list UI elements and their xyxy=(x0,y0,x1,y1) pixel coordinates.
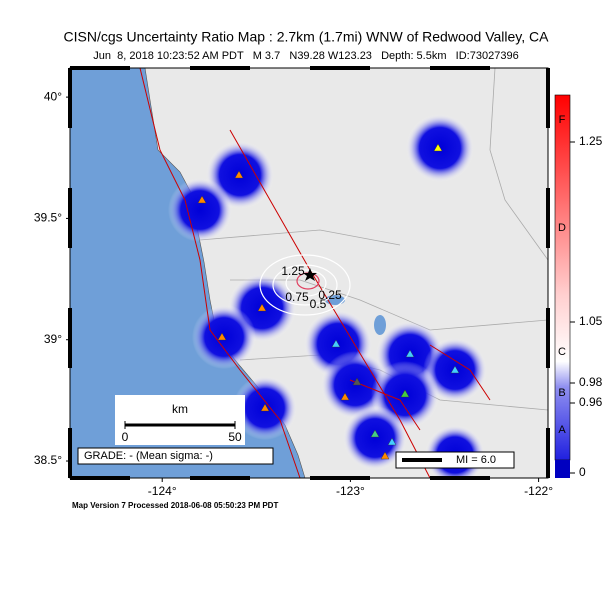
grade-letter: A xyxy=(558,424,566,436)
mi-box xyxy=(395,451,515,469)
grade-letter: C xyxy=(558,346,566,358)
grade-letter: F xyxy=(559,114,566,126)
colorbar-tick-label: 0.96 xyxy=(579,395,603,409)
colorbar-tick-label: 1.25 xyxy=(579,134,603,148)
colorbar-tick-label: 0.98 xyxy=(579,375,603,389)
lon-tick-label: -122° xyxy=(524,484,553,498)
lat-tick-label: 39° xyxy=(44,332,62,346)
title: CISN/cgs Uncertainty Ratio Map : 2.7km (… xyxy=(64,29,550,45)
scale-tick-label: 50 xyxy=(228,430,242,444)
lon-tick-label: -123° xyxy=(336,484,365,498)
contour-label: 0.25 xyxy=(318,288,342,302)
colorbar xyxy=(554,94,571,461)
grade-letter: D xyxy=(558,222,566,234)
colorbar-zero xyxy=(555,460,570,478)
scale-box xyxy=(115,395,245,445)
mi-line xyxy=(402,458,442,462)
stations xyxy=(197,143,460,460)
contour-label: 1.25 xyxy=(281,264,305,278)
epicenter xyxy=(303,268,317,281)
footer: Map Version 7 Processed 2018-06-08 05:50… xyxy=(72,501,278,510)
colorbar-tick-label: 1.05 xyxy=(579,314,603,328)
grade-box xyxy=(77,447,274,465)
mi-legend: MI = 6.0 xyxy=(456,454,496,466)
colorbar-tick-label: 0 xyxy=(579,465,586,479)
subtitle: Jun 8, 2018 10:23:52 AM PDT M 3.7 N39.28… xyxy=(93,50,518,62)
lon-tick-label: -124° xyxy=(148,484,177,498)
grade: GRADE: - (Mean sigma: -) xyxy=(84,450,213,462)
contour-label: 0.75 xyxy=(285,290,309,304)
grade-letter: B xyxy=(558,387,565,399)
map-area xyxy=(70,68,548,478)
lat-tick-label: 40° xyxy=(44,89,62,103)
scale-tick-label: 0 xyxy=(122,430,129,444)
lat-tick-label: 39.5° xyxy=(34,211,62,225)
contour-label: 0.5 xyxy=(310,297,327,311)
lat-tick-label: 38.5° xyxy=(34,453,62,467)
frame-bars xyxy=(68,66,550,480)
scale-unit: km xyxy=(172,402,188,416)
faults xyxy=(139,68,491,478)
map-frame xyxy=(69,67,549,479)
